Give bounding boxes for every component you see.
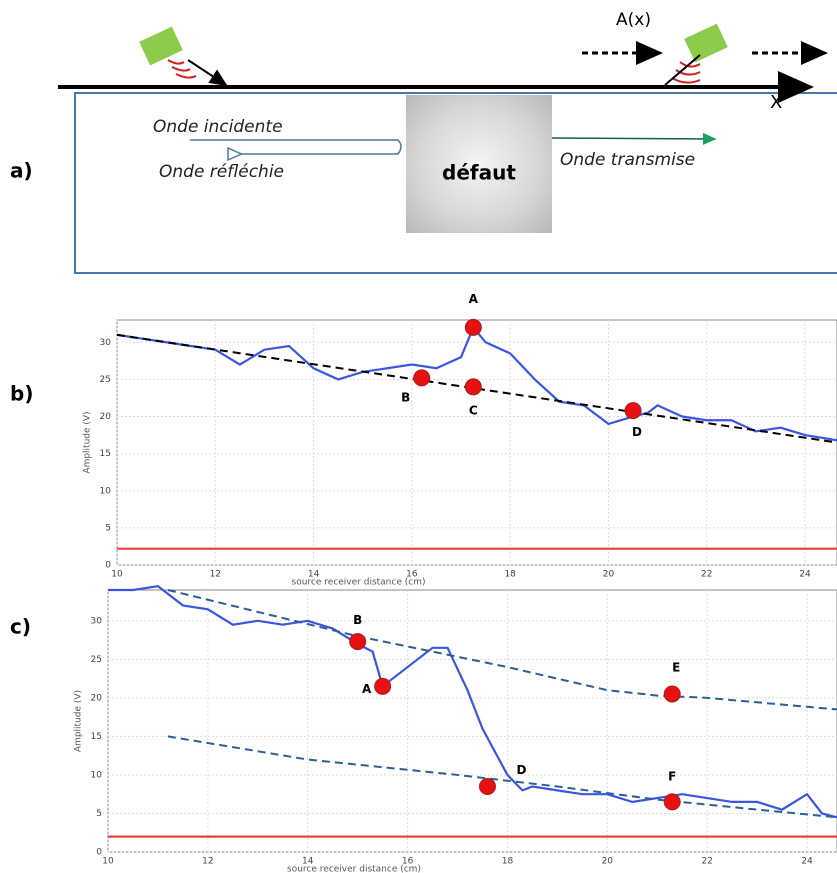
- x-tick-label: 20: [602, 857, 614, 867]
- point-label: F: [668, 769, 676, 783]
- x-tick-label: 14: [308, 570, 320, 580]
- point-label: A: [469, 292, 479, 306]
- series-line: [116, 325, 837, 442]
- reflection-arrow: [190, 139, 402, 154]
- plot-area: [107, 589, 837, 853]
- amplitude-label: A(x): [616, 10, 651, 30]
- axis-label: X: [770, 92, 782, 113]
- x-axis-label: source receiver distance (cm): [292, 578, 426, 588]
- point-marker: [413, 369, 431, 387]
- charts: 10 12 14 16 18 20 22 24 0 5 10 15 20 25 30 source recei…: [10, 292, 837, 873]
- point-label: E: [672, 661, 680, 675]
- x-tick-label: 12: [202, 857, 213, 867]
- point-marker: [464, 318, 482, 336]
- point-marker: [478, 778, 496, 795]
- defect-block: [406, 95, 552, 233]
- y-tick-label: 25: [100, 375, 111, 385]
- diagram: X A(x) défaut Onde incidente Onde réfléc…: [10, 10, 837, 274]
- point-label: D: [632, 425, 642, 439]
- x-axis-label: source receiver distance (cm): [287, 865, 421, 873]
- y-tick-label: 25: [91, 655, 102, 665]
- y-tick-label: 20: [100, 412, 112, 422]
- y-tick-label: 0: [96, 848, 102, 858]
- point-marker: [663, 685, 681, 703]
- x-tick-label: 16: [402, 857, 414, 867]
- receiver: [582, 23, 828, 86]
- panel-label: b): [10, 382, 33, 406]
- x-tick-label: 22: [701, 570, 712, 580]
- y-tick-label: 10: [91, 770, 103, 780]
- point-label: D: [516, 763, 526, 777]
- x-tick-label: 10: [111, 570, 123, 580]
- y-tick-label: 0: [105, 561, 111, 571]
- point-label: B: [353, 613, 362, 627]
- y-tick-label: 15: [100, 449, 111, 459]
- y-tick-label: 10: [100, 486, 112, 496]
- panel-label: a): [10, 159, 33, 183]
- x-tick-label: 14: [302, 857, 314, 867]
- x-tick-label: 20: [603, 570, 615, 580]
- point-marker: [374, 677, 392, 695]
- defect-label: défaut: [442, 161, 516, 185]
- point-marker: [624, 402, 642, 420]
- point-label: C: [469, 403, 478, 417]
- transmission-arrow: [551, 132, 717, 145]
- point-marker: [349, 633, 367, 651]
- transmitted-label: Onde transmise: [560, 150, 695, 170]
- x-tick-label: 24: [799, 570, 811, 580]
- reflected-label: Onde réfléchie: [159, 162, 284, 182]
- series-line: [167, 735, 837, 819]
- x-tick-label: 10: [102, 857, 114, 867]
- x-tick-label: 24: [801, 857, 813, 867]
- point-label: B: [401, 390, 410, 404]
- y-tick-label: 15: [91, 732, 102, 742]
- y-tick-label: 20: [91, 693, 103, 703]
- x-tick-label: 18: [502, 857, 514, 867]
- medium: [74, 92, 837, 274]
- x-tick-label: 18: [504, 570, 516, 580]
- plot-area: [116, 319, 837, 566]
- incident-label: Onde incidente: [153, 117, 283, 137]
- x-tick-label: 16: [406, 570, 418, 580]
- x-tick-label: 22: [701, 857, 712, 867]
- y-tick-label: 5: [105, 523, 111, 533]
- y-axis-label: Amplitude (V): [83, 411, 93, 473]
- point-marker: [663, 793, 681, 811]
- x-tick-label: 12: [210, 570, 221, 580]
- series-line: [108, 584, 837, 819]
- point-label: A: [362, 682, 372, 696]
- transducer: [139, 26, 228, 87]
- point-marker: [464, 378, 482, 396]
- panel-label: c): [10, 615, 31, 639]
- y-tick-label: 5: [96, 809, 102, 819]
- y-tick-label: 30: [100, 338, 112, 348]
- y-axis-label: Amplitude (V): [74, 690, 84, 752]
- y-tick-label: 30: [91, 616, 103, 626]
